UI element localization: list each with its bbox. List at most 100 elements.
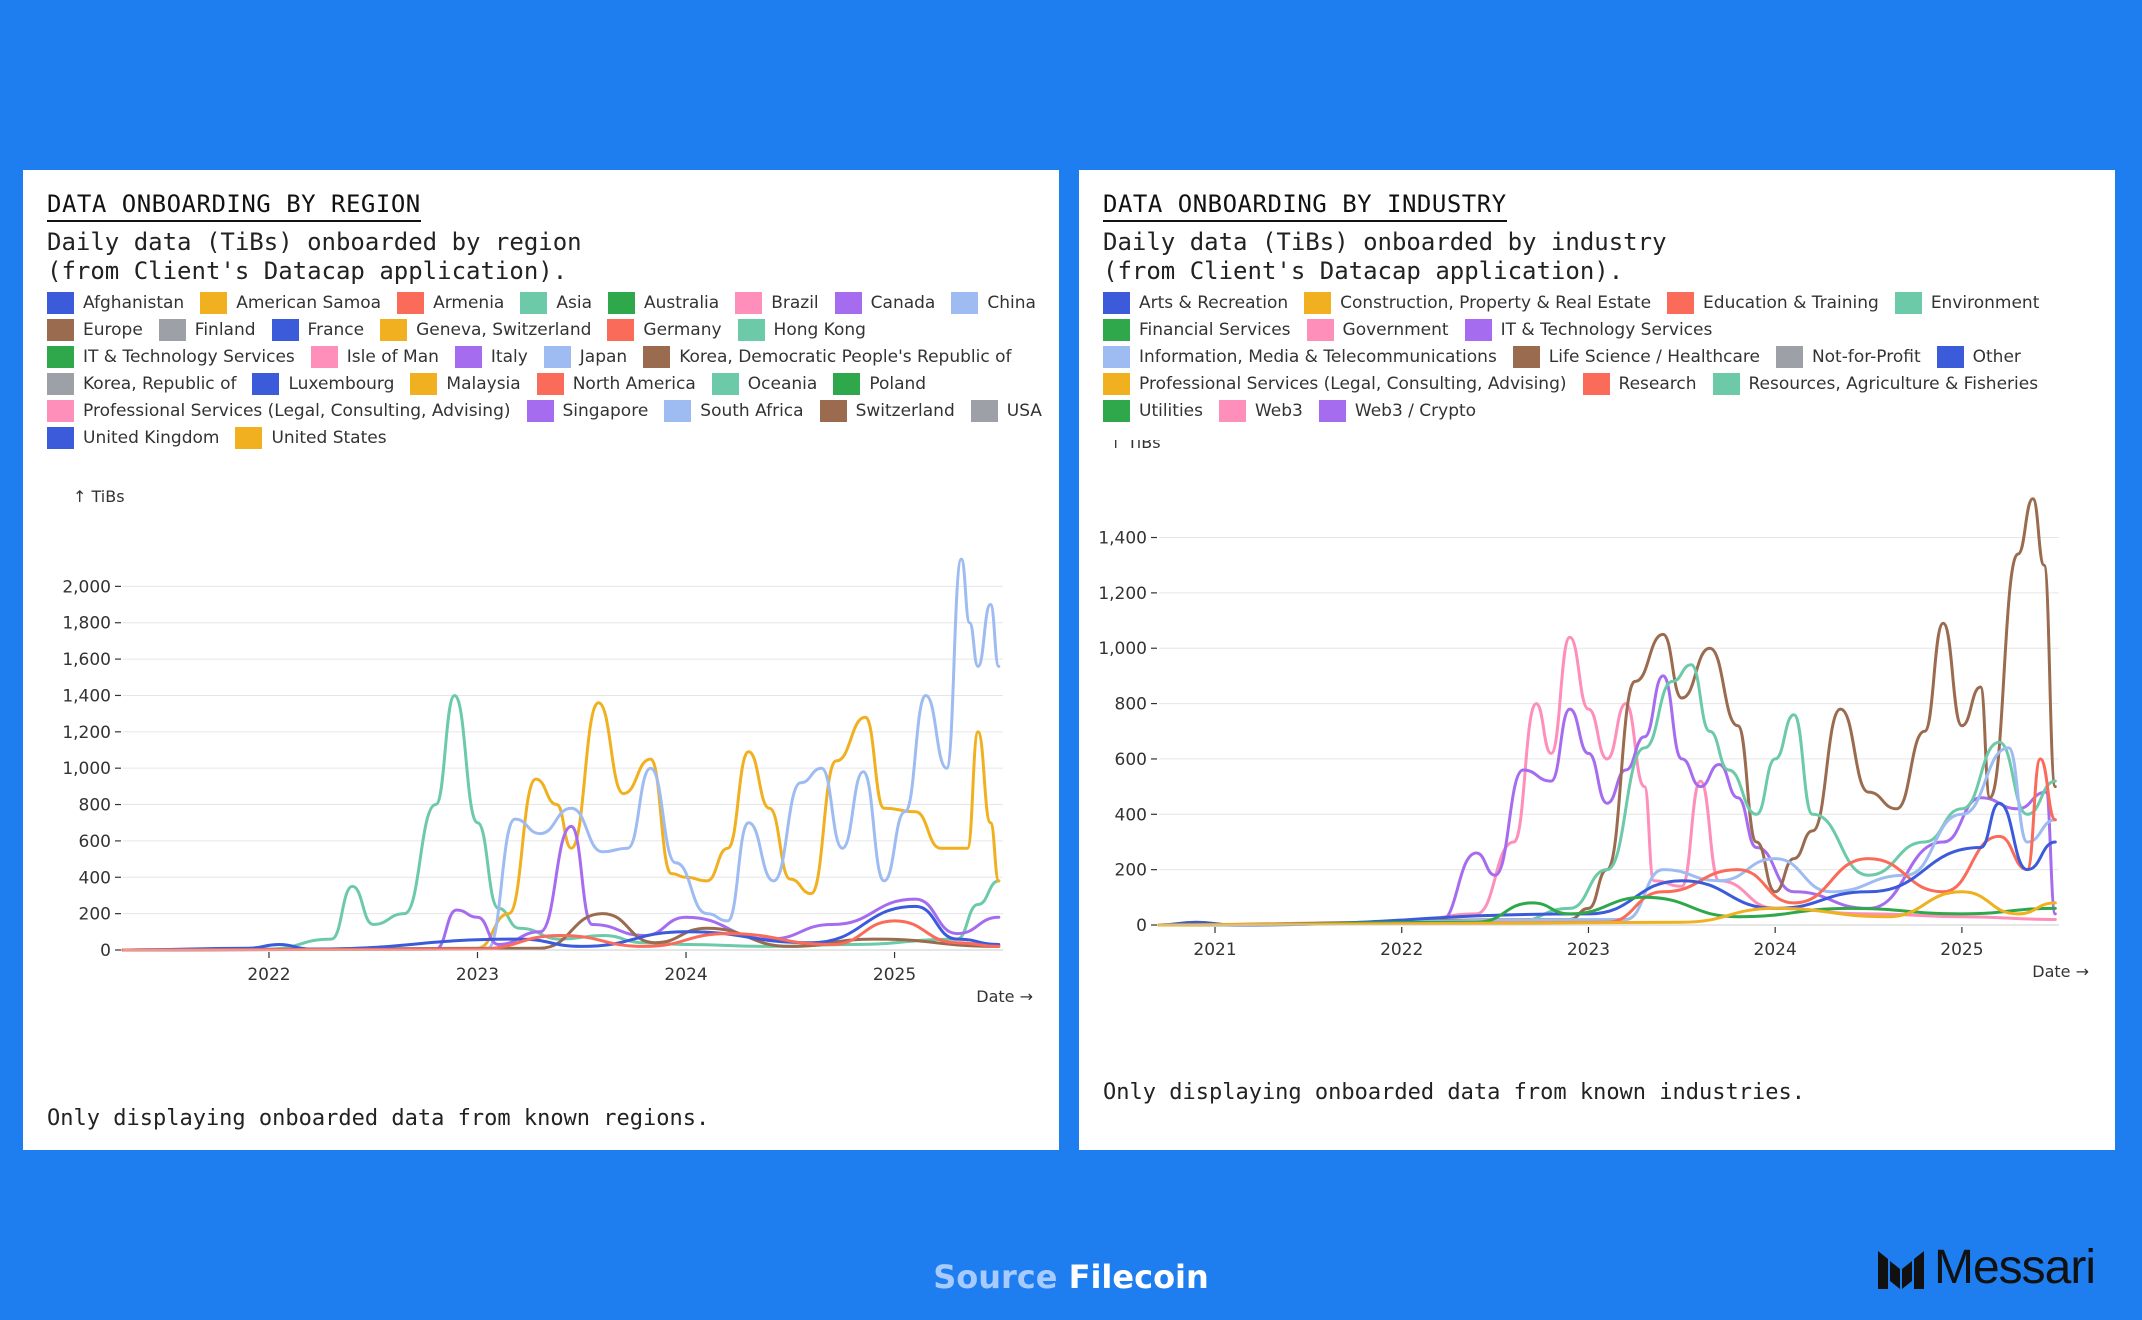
legend-swatch [271, 319, 299, 341]
legend-label: American Samoa [236, 293, 382, 313]
legend-item: Government [1306, 319, 1449, 341]
legend-swatch [1318, 400, 1346, 422]
y-tick-label: 800 [1115, 695, 1147, 715]
legend-item: Afghanistan [47, 292, 184, 314]
legend-swatch [410, 373, 438, 395]
y-axis-label: ↑ TiBs [73, 487, 125, 506]
industry-chart-footnote: Only displaying onboarded data from know… [1103, 1080, 1805, 1105]
legend-item: Construction, Property & Real Estate [1304, 292, 1651, 314]
legend-item: Other [1936, 346, 2021, 368]
legend-swatch [47, 346, 74, 368]
legend-label: Asia [556, 293, 592, 313]
legend-swatch [252, 373, 280, 395]
legend-label: Malaysia [446, 374, 521, 394]
legend-item: Italy [454, 346, 528, 368]
legend-item: Brazil [735, 292, 819, 314]
legend-item: Web3 [1218, 400, 1303, 422]
legend-item: North America [536, 373, 696, 395]
legend-label: Luxembourg [288, 374, 395, 394]
legend-item: Armenia [397, 292, 504, 314]
legend-swatch [1667, 292, 1695, 314]
brand-name: Messari [1934, 1241, 2096, 1294]
legend-label: Canada [870, 293, 936, 313]
legend-item: Malaysia [410, 373, 521, 395]
legend-label: Finland [194, 320, 256, 340]
legend-item: Canada [834, 292, 936, 314]
legend-label: Afghanistan [83, 293, 185, 313]
y-tick-label: 1,400 [1098, 529, 1147, 549]
legend-item: Poland [833, 373, 926, 395]
legend-label: Web3 / Crypto [1354, 401, 1477, 421]
legend-swatch [643, 346, 671, 368]
legend-item: Japan [543, 346, 627, 368]
legend-item: United Kingdom [47, 427, 219, 449]
legend-swatch [1103, 346, 1130, 368]
legend-item: Financial Services [1103, 319, 1291, 341]
legend-label: Research [1618, 374, 1697, 394]
legend-item: Research [1582, 373, 1697, 395]
legend-swatch [454, 346, 482, 368]
legend-label: United States [271, 428, 387, 448]
legend-label: Professional Services (Legal, Consulting… [83, 401, 511, 421]
legend-swatch [158, 319, 186, 341]
legend-label: Poland [869, 374, 927, 394]
x-tick-label: 2024 [1754, 940, 1797, 960]
series-line [1157, 890, 2057, 927]
legend-label: Oceania [747, 374, 818, 394]
y-tick-label: 600 [1115, 750, 1147, 770]
x-axis-label: Date → [2032, 962, 2089, 981]
legend-item: Professional Services (Legal, Consulting… [1103, 373, 1567, 395]
industry-chart-title: DATA ONBOARDING BY INDUSTRY [1103, 190, 1507, 222]
legend-item: Europe [47, 319, 143, 341]
legend-label: Other [1972, 347, 2021, 367]
y-tick-label: 1,400 [62, 686, 111, 706]
series-line [1157, 674, 2057, 927]
y-tick-label: 1,200 [62, 723, 111, 743]
y-tick-label: 600 [79, 832, 111, 852]
legend-item: France [271, 319, 365, 341]
region-chart-subtitle: Daily data (TiBs) onboarded by region (f… [47, 228, 582, 285]
x-tick-label: 2021 [1193, 940, 1236, 960]
region-line-chart: ↑ TiBs 0 200 400 600 800 1,000 1,200 1,400 1,600 1… [62, 487, 1033, 1006]
series-line [121, 701, 1001, 952]
legend-swatch [1103, 400, 1130, 422]
source-value: Filecoin [1068, 1258, 1209, 1296]
legend-item: Environment [1894, 292, 2039, 314]
y-tick-label: 200 [1115, 861, 1147, 881]
legend-item: China [951, 292, 1036, 314]
legend-swatch [47, 319, 74, 341]
legend-swatch [607, 319, 635, 341]
legend-label: Geneva, Switzerland [416, 320, 592, 340]
legend-label: IT & Technology Services [1500, 320, 1713, 340]
x-tick-label: 2025 [873, 965, 916, 985]
legend-item: Resources, Agriculture & Fisheries [1712, 373, 2038, 395]
source-label: Source [933, 1258, 1058, 1296]
legend-item: Hong Kong [737, 319, 866, 341]
legend-item: Korea, Democratic People's Republic of [643, 346, 1011, 368]
x-tick-label: 2022 [247, 965, 290, 985]
legend-swatch [200, 292, 228, 314]
source-caption: Source Filecoin [0, 1258, 2142, 1296]
legend-label: North America [572, 374, 696, 394]
legend-item: Finland [158, 319, 256, 341]
legend-label: France [307, 320, 365, 340]
legend-swatch [1464, 319, 1492, 341]
region-chart-legend: Afghanistan American Samoa Armenia Asia Aust… [47, 292, 1047, 449]
legend-swatch [1218, 400, 1246, 422]
legend-swatch [970, 400, 998, 422]
legend-swatch [1712, 373, 1740, 395]
legend-item: IT & Technology Services [1464, 319, 1713, 341]
legend-label: Web3 [1254, 401, 1303, 421]
legend-label: Education & Training [1703, 293, 1879, 313]
series-line [121, 557, 1001, 952]
legend-swatch [735, 292, 763, 314]
y-axis-label: ↑ TiBs [1109, 440, 1161, 452]
legend-label: Europe [83, 320, 143, 340]
legend-swatch [1103, 373, 1130, 395]
legend-item: Arts & Recreation [1103, 292, 1288, 314]
legend-swatch [520, 292, 548, 314]
legend-label: Italy [490, 347, 528, 367]
legend-swatch [1936, 346, 1964, 368]
y-tick-label: 1,200 [1098, 584, 1147, 604]
